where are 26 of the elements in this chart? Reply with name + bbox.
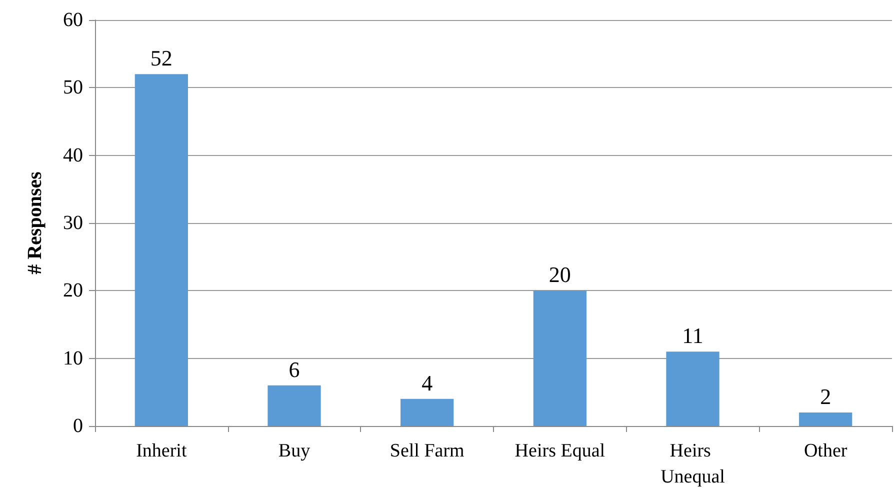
data-label: 4 [422,370,433,396]
y-tick-label: 10 [63,347,83,370]
bar [134,74,188,426]
y-tick-label: 50 [63,76,83,99]
x-tick-label: Sell Farm [390,440,465,462]
data-label: 6 [288,356,300,382]
y-tick-label: 30 [63,212,83,234]
y-tick-label: 0 [73,415,83,437]
x-tick-label: Heirs Equal [514,440,606,462]
x-tick-label: Inherit [136,440,188,462]
y-tick-label: 60 [63,9,83,31]
data-label: 2 [820,384,832,409]
y-tick-label: 20 [63,280,83,302]
bar [666,352,720,426]
bar [268,385,321,426]
x-tick-label: Other [804,440,848,462]
data-label: 52 [150,46,172,71]
x-tick-label: Heirs Unequal [660,440,725,488]
bar [799,412,852,426]
data-label: 20 [548,262,571,288]
y-axis-title: # Responses [24,171,46,274]
y-tick-label: 40 [63,144,83,166]
bar [400,398,454,426]
bar [533,290,586,426]
data-label: 11 [682,323,704,348]
x-tick-label: Buy [278,440,311,462]
